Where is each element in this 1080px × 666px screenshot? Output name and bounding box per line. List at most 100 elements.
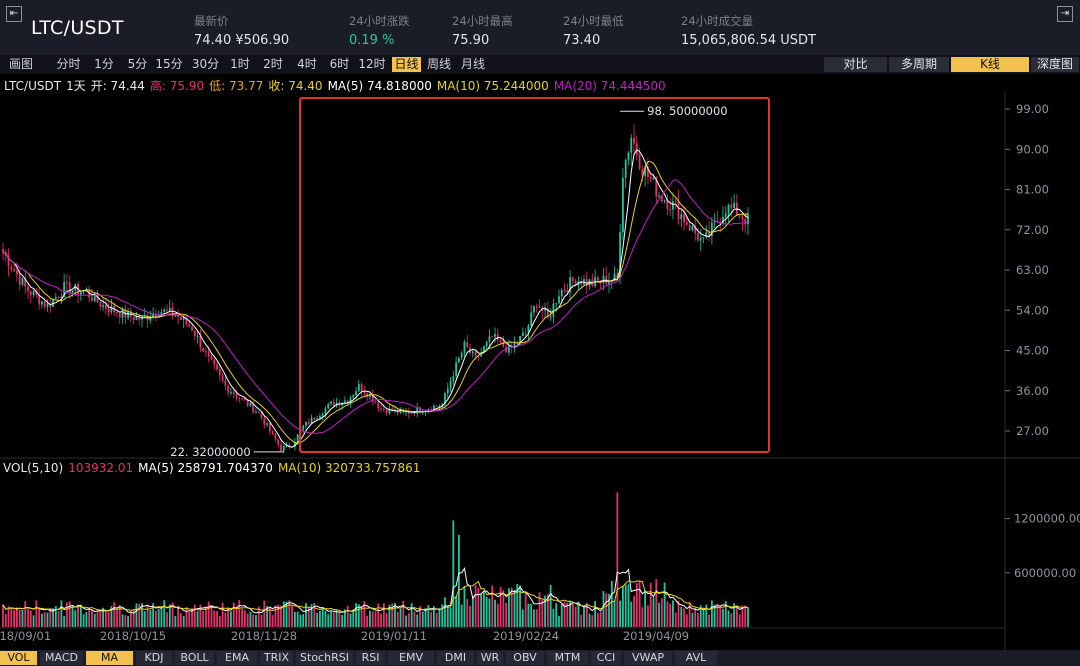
date-label: 2019/04/09 [623,629,689,643]
candle-body [446,388,449,394]
candle-body [93,292,96,302]
period-tab[interactable]: 4时 [297,57,317,71]
candle-body [622,178,624,233]
volume-bar [54,606,57,627]
view-tab[interactable]: 对比 [824,57,887,72]
candle-body [202,347,205,352]
candle-body [677,201,680,220]
volume-bar [7,606,10,627]
indicator-tab[interactable]: VWAP [624,651,672,665]
candle-body [452,376,455,382]
volume-bar [41,613,43,627]
period-tab[interactable]: 日线 [392,57,421,72]
volume-bar [371,611,374,627]
volume-bar [338,612,341,627]
indicator-tab[interactable]: TRIX [260,651,293,665]
volume-bar [649,582,652,627]
indicator-tab[interactable]: RSI [356,651,385,665]
view-tab[interactable]: 多周期 [889,57,949,72]
candle-body [627,152,630,160]
market-header: ⇤ LTC/USDT 最新价 74.40 ¥506.90 24小时涨跌 0.19… [0,0,1080,55]
candle-body [566,290,569,293]
collapse-left-icon[interactable]: ⇤ [6,6,22,22]
indicator-tab[interactable]: EMA [217,651,257,665]
volume-bar [157,608,160,627]
stat-value: 74.40 ¥506.90 [194,33,290,48]
indicator-tab[interactable]: DMI [437,651,474,665]
indicator-tab[interactable]: StochRSI [296,651,353,665]
candle-body [641,168,644,176]
view-tab[interactable]: 深度图 [1031,57,1079,72]
indicator-tab[interactable]: OBV [506,651,544,665]
period-tab[interactable]: 分时 [56,57,81,71]
candle-body [374,401,377,403]
volume-bar [291,605,294,627]
candle-body [438,405,441,407]
period-tab[interactable]: 月线 [460,57,485,71]
candle-body [344,400,346,403]
candle-body [43,301,46,307]
volume-bar [491,585,494,627]
volume-bar [533,609,535,627]
volume-bar [744,605,747,627]
indicator-tab[interactable]: MTM [547,651,588,665]
expand-right-icon[interactable]: ⇥ [1057,6,1073,22]
indicator-tab[interactable]: AVL [675,651,717,665]
candle-body [310,417,313,424]
candle-body [149,317,152,321]
volume-bar [730,613,733,627]
volume-bar [366,615,369,627]
period-tab[interactable]: 1分 [94,57,114,71]
candle-body [432,405,435,411]
indicator-tab[interactable]: BOLL [175,651,214,665]
indicator-tab[interactable]: WR [477,651,503,665]
volume-bar [96,610,99,627]
period-tab[interactable]: 1时 [230,57,250,71]
period-tab[interactable]: 画图 [8,57,33,71]
volume-bar [680,607,683,627]
volume-bar [444,597,446,627]
volume-bar [171,602,174,627]
candle-body [405,411,407,413]
volume-bar [594,600,597,627]
volume-bar [205,606,207,627]
period-tab[interactable]: 15分 [155,57,183,71]
candle-body [580,281,583,285]
candle-body [558,296,560,304]
indicator-tab[interactable]: VOL [0,651,37,665]
volume-bar [599,611,602,627]
volume-bar [432,606,435,627]
candle-body [483,346,485,353]
view-tab[interactable]: K线 [951,57,1029,72]
volume-bar [635,583,638,627]
volume-bar [399,608,402,627]
volume-bar [132,608,135,627]
candle-body [316,418,319,420]
volume-bar [563,601,566,627]
indicator-tab[interactable]: EMV [388,651,434,665]
period-tab[interactable]: 6时 [329,57,350,71]
candle-body [302,425,305,430]
period-tab[interactable]: 5分 [127,57,148,71]
volume-bar [505,602,508,627]
volume-bar [316,612,319,627]
volume-bar [129,610,132,627]
indicator-tab[interactable]: CCI [591,651,621,665]
period-tab[interactable]: 12时 [358,57,386,71]
candle-body [371,394,374,402]
indicator-tab[interactable]: KDJ [136,651,172,665]
stat-label: 最新价 [194,14,229,28]
candle-body [196,335,199,337]
volume-bar [218,616,221,627]
period-tab[interactable]: 周线 [426,57,451,71]
volume-bar [672,600,674,627]
candle-body [688,224,691,231]
period-tab[interactable]: 2时 [263,57,283,71]
volume-bar [63,616,66,627]
volume-bar [738,614,741,627]
indicator-tab[interactable]: MACD [40,651,83,665]
volume-bar [216,611,218,627]
period-tab[interactable]: 30分 [191,57,220,71]
indicator-tab[interactable]: MA [86,651,133,665]
